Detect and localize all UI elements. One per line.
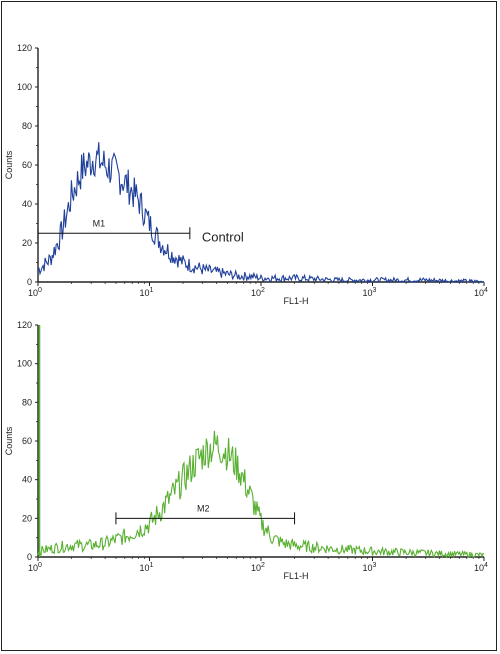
x-tick-base: 10 (474, 563, 484, 573)
marker-label: M1 (93, 218, 106, 228)
histogram-trace-1 (37, 142, 484, 284)
x-tick-base: 10 (474, 288, 484, 298)
y-axis-label: Counts (4, 426, 14, 455)
x-tick-label: 100 (28, 287, 42, 298)
x-tick-base: 10 (363, 563, 373, 573)
x-tick-exponent: 1 (150, 287, 154, 294)
x-axis-label: FL1-H (283, 571, 308, 581)
x-tick-exponent: 1 (150, 562, 154, 569)
x-tick-label: 104 (474, 562, 488, 573)
y-tick-label: 80 (22, 397, 32, 407)
x-tick-base: 10 (140, 288, 150, 298)
y-tick-label: 120 (17, 43, 32, 53)
x-tick-label: 102 (251, 287, 265, 298)
x-tick-label: 100 (28, 562, 42, 573)
y-tick-label: 0 (27, 277, 32, 287)
y-tick-label: 80 (22, 121, 32, 131)
x-tick-base: 10 (251, 563, 261, 573)
y-tick-label: 120 (17, 320, 32, 330)
x-tick-base: 10 (251, 288, 261, 298)
x-tick-exponent: 4 (484, 287, 488, 294)
x-tick-exponent: 0 (38, 287, 42, 294)
x-tick-exponent: 2 (261, 562, 265, 569)
x-tick-exponent: 2 (261, 287, 265, 294)
x-axis-label: FL1-H (283, 296, 308, 306)
y-tick-label: 40 (22, 475, 32, 485)
x-tick-label: 103 (363, 287, 377, 298)
y-tick-label: 60 (22, 436, 32, 446)
x-tick-base: 10 (363, 288, 373, 298)
y-tick-label: 0 (27, 552, 32, 562)
control-annotation: Control (202, 229, 244, 244)
x-tick-label: 101 (140, 562, 154, 573)
x-tick-exponent: 0 (38, 562, 42, 569)
x-tick-base: 10 (140, 563, 150, 573)
y-tick-label: 100 (17, 359, 32, 369)
histogram-trace-2 (37, 430, 485, 559)
x-tick-label: 101 (140, 287, 154, 298)
x-tick-exponent: 3 (373, 287, 377, 294)
y-axis-label: Counts (4, 150, 14, 179)
y-tick-label: 100 (17, 82, 32, 92)
y-tick-label: 60 (22, 160, 32, 170)
x-tick-exponent: 3 (373, 562, 377, 569)
x-tick-base: 10 (28, 563, 38, 573)
y-tick-label: 40 (22, 199, 32, 209)
x-tick-label: 103 (363, 562, 377, 573)
y-tick-label: 20 (22, 238, 32, 248)
y-tick-label: 20 (22, 513, 32, 523)
x-tick-label: 102 (251, 562, 265, 573)
x-tick-base: 10 (28, 288, 38, 298)
x-tick-exponent: 4 (484, 562, 488, 569)
x-tick-label: 104 (474, 287, 488, 298)
marker-label: M2 (197, 503, 210, 513)
